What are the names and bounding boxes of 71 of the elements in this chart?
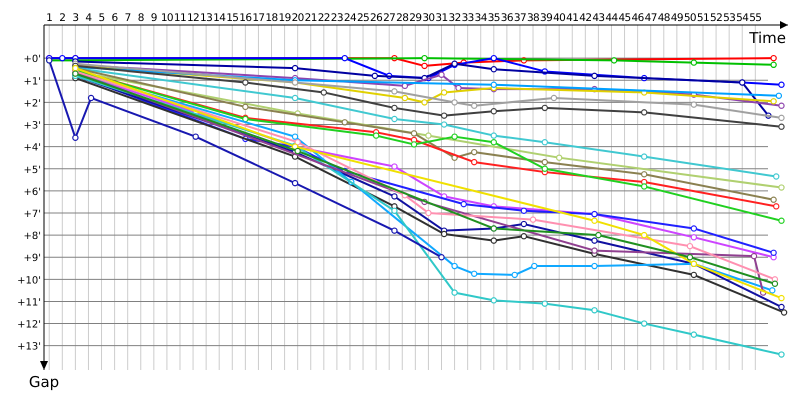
x-tick-label: 7: [124, 12, 131, 24]
x-tick-label: 24: [344, 12, 357, 24]
y-tick-label: +3': [24, 120, 41, 132]
x-tick-label: 38: [526, 12, 540, 24]
x-tick-label: 19: [278, 12, 291, 24]
x-tick-label: 20: [292, 12, 304, 24]
x-tick-label: 23: [330, 12, 343, 24]
x-tick-label: 33: [462, 12, 474, 24]
x-tick-label: 12: [186, 12, 200, 24]
x-tick-label: 54: [736, 12, 750, 24]
y-tick-label: +8': [24, 231, 41, 242]
x-tick-label: 31: [435, 12, 448, 24]
x-tick-label: 34: [474, 12, 488, 24]
x-tick-label: 14: [213, 12, 226, 24]
x-tick-label: 10: [160, 12, 173, 24]
x-tick-label: 15: [226, 12, 238, 24]
x-tick-label: 28: [396, 12, 408, 24]
y-tick-label: +13': [17, 342, 41, 353]
x-tick-label: 35: [488, 12, 500, 24]
y-tick-label: +4': [24, 142, 41, 154]
y-tick-label: +7': [24, 208, 41, 220]
x-tick-label: 39: [540, 12, 552, 24]
x-tick-label: 49: [670, 12, 683, 24]
x-tick-label: 30: [422, 12, 435, 24]
x-tick-label: 37: [514, 12, 526, 24]
x-tick-label: 1: [46, 12, 52, 24]
x-tick-label: 29: [409, 12, 422, 24]
x-axis-title: Time: [748, 29, 786, 47]
x-tick-label: 44: [605, 12, 618, 24]
y-tick-label: +1': [24, 76, 41, 88]
x-tick-label: 13: [200, 12, 212, 24]
y-axis-title: Gap: [28, 373, 60, 391]
x-tick-label: 18: [265, 12, 278, 24]
y-tick-label: +0': [24, 54, 41, 66]
x-tick-label: 2: [59, 12, 66, 24]
x-tick-label: 53: [723, 12, 736, 24]
x-tick-label: 55: [749, 12, 762, 24]
x-tick-label: 45: [618, 12, 631, 24]
x-tick-label: 48: [658, 12, 670, 24]
x-tick-label: 50: [684, 12, 696, 24]
x-tick-label: 32: [448, 12, 461, 24]
x-tick-label: 17: [252, 12, 265, 24]
y-tick-label: +5': [24, 164, 41, 176]
y-tick-label: +9': [24, 253, 41, 264]
x-tick-label: 9: [150, 12, 157, 24]
x-tick-label: 22: [318, 12, 330, 24]
x-tick-label: 3: [72, 12, 78, 24]
x-tick-label: 40: [553, 12, 566, 24]
x-tick-label: 43: [592, 12, 604, 24]
y-tick-label: +2': [24, 98, 41, 110]
x-tick-label: 36: [500, 12, 514, 24]
x-tick-label: 25: [356, 12, 370, 24]
x-tick-label: 16: [239, 12, 252, 24]
x-tick-label: 8: [138, 12, 144, 24]
y-tick-label: +10': [17, 275, 41, 286]
x-tick-label: 27: [383, 12, 396, 24]
x-tick-label: 46: [632, 12, 645, 24]
x-tick-label: 52: [710, 12, 722, 24]
x-tick-label: 42: [579, 12, 592, 24]
x-tick-label: 47: [644, 12, 657, 24]
x-tick-label: 51: [696, 12, 710, 24]
x-tick-label: 6: [112, 12, 119, 24]
x-tick-label: 21: [304, 12, 317, 24]
y-tick-label: +6': [24, 186, 41, 198]
x-tick-label: 4: [85, 12, 92, 24]
x-tick-label: 41: [566, 12, 578, 24]
y-tick-label: +12': [17, 320, 41, 331]
x-tick-label: 11: [174, 12, 186, 24]
x-tick-label: 5: [98, 12, 105, 24]
y-tick-label: +11': [17, 297, 41, 308]
x-tick-label: 26: [370, 12, 384, 24]
